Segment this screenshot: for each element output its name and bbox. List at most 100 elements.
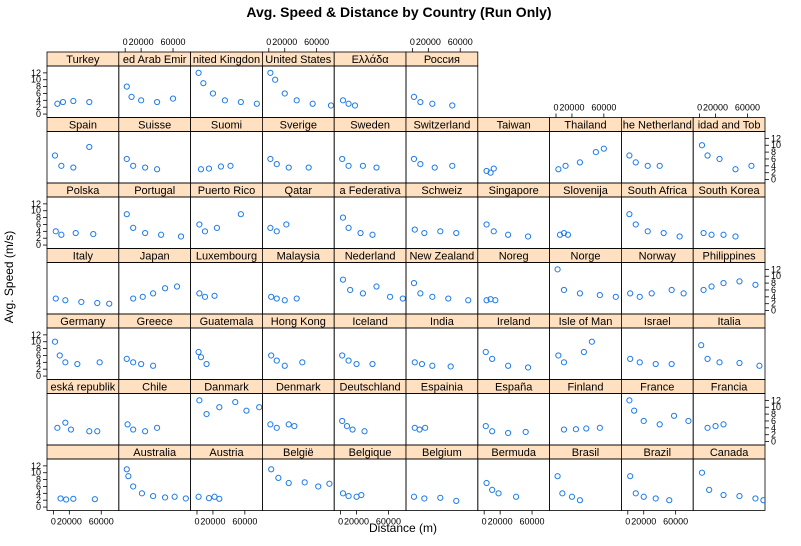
x-tick-label: 20000 [416, 37, 441, 47]
data-point [70, 164, 77, 171]
panel-frame [405, 393, 479, 446]
data-point [123, 211, 130, 218]
data-point [422, 424, 429, 431]
y-tick-label: 10 [771, 402, 781, 412]
data-point [283, 221, 290, 228]
panel-points [195, 348, 210, 368]
x-tick-label: 20000 [57, 517, 82, 527]
data-point [495, 490, 502, 497]
panel-frame [477, 131, 550, 184]
data-point [449, 162, 456, 169]
data-point [359, 162, 367, 169]
data-point [123, 155, 130, 163]
data-point [636, 359, 643, 366]
panel: Greece [118, 313, 192, 380]
data-point [205, 165, 213, 172]
panel: Bermuda [477, 444, 550, 515]
data-point [351, 102, 359, 109]
data-point [339, 214, 347, 221]
data-point [128, 93, 135, 101]
data-point [130, 359, 137, 366]
data-point [429, 100, 436, 107]
data-point [626, 211, 633, 218]
x-tick-label: 20000 [344, 517, 369, 527]
panel-points [51, 338, 103, 368]
panel-strip-label: Puerto Rico [198, 185, 255, 197]
data-point [386, 293, 394, 300]
panel-points [339, 417, 368, 435]
data-point [668, 286, 675, 294]
panel: Schweiz [405, 182, 479, 249]
panel-points [196, 211, 244, 235]
y-tick-label: 0 [771, 437, 776, 447]
data-point [200, 80, 207, 87]
data-point [399, 295, 406, 302]
x-tick-label: 60000 [232, 517, 257, 527]
data-point [243, 407, 250, 414]
panel-points [411, 424, 429, 433]
panel-points [410, 93, 456, 109]
panel: Portugal [118, 182, 192, 249]
data-point [429, 293, 436, 300]
panel: United States [261, 48, 335, 118]
data-point [339, 352, 346, 359]
data-point [58, 231, 65, 238]
data-point [177, 233, 185, 240]
data-point [273, 295, 280, 302]
data-point [411, 226, 418, 233]
data-point [96, 359, 103, 366]
data-point [267, 421, 274, 428]
panel: Switzerland [405, 117, 479, 184]
data-point [67, 426, 75, 433]
data-point [196, 290, 203, 297]
y-tick-label: 4 [771, 161, 776, 171]
y-tick-label: 6 [771, 154, 776, 164]
panel-points [555, 145, 607, 173]
data-point [293, 97, 300, 104]
y-tick-label: 8 [36, 344, 41, 354]
panel-points [483, 479, 520, 500]
panel-strip-label: Japan [140, 251, 170, 263]
panel-points [626, 152, 663, 169]
panel-points [698, 469, 766, 504]
panel: Spain [46, 117, 120, 184]
data-point [327, 102, 335, 109]
y-tick-label: 12 [31, 330, 41, 340]
panel-strip-label: Россия [424, 54, 460, 66]
panel-strip-label: New Zealand [409, 251, 474, 263]
panel-frame [333, 196, 407, 249]
y-tick-label: 2 [36, 364, 41, 374]
data-point [700, 229, 707, 237]
data-point [588, 338, 595, 345]
panel-points [123, 466, 189, 502]
data-point [668, 360, 675, 368]
panel-strip-label: Nederland [345, 251, 396, 263]
panel: Espainia [405, 379, 479, 446]
chart-title: Avg. Speed & Distance by Country (Run On… [246, 4, 551, 20]
data-point [281, 297, 288, 304]
data-point [417, 98, 424, 106]
panel-points [560, 424, 603, 433]
panel-frame [118, 65, 192, 118]
data-point [752, 495, 759, 502]
data-point [51, 338, 59, 345]
data-point [299, 359, 306, 366]
data-point [524, 364, 532, 371]
y-tick-label: 2 [771, 299, 776, 309]
panel-strip-label: Singapore [489, 185, 539, 197]
panel-points [124, 421, 161, 435]
panel-points [411, 226, 460, 237]
panel-strip-label: a Federativa [340, 185, 402, 197]
panel-strip-label: Brazil [644, 447, 672, 459]
panel-strip-label: Ireland [497, 316, 531, 328]
panel-strip-label: Canada [710, 447, 749, 459]
data-point [489, 355, 496, 362]
data-point [680, 290, 687, 297]
panel: Turkey [43, 51, 120, 118]
data-point [410, 155, 418, 163]
panel-frame [46, 393, 120, 446]
data-point [600, 145, 607, 152]
panel-strip-label: United States [265, 54, 332, 66]
data-point [90, 230, 97, 238]
